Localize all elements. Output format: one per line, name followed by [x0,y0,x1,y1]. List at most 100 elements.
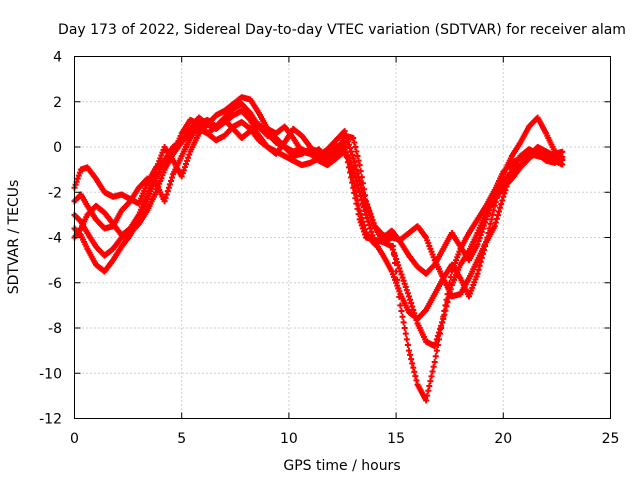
data-point [437,326,444,333]
data-point [166,181,173,188]
data-point [497,204,504,211]
data-point [429,368,436,375]
data-point [359,225,366,232]
data-point [182,160,189,167]
data-point [559,161,566,168]
data-point [476,262,483,269]
data-point [180,167,187,174]
y-tick-label: 0 [53,140,62,156]
data-point [401,325,408,331]
data-point [404,341,411,348]
data-point [366,222,373,229]
data-point [362,231,369,238]
data-point [178,173,185,180]
data-point [399,313,406,320]
x-tick-label: 5 [177,431,186,447]
data-point [400,277,407,284]
data-point [402,283,409,290]
data-point [394,259,401,266]
data-point [349,179,356,186]
data-point [350,184,357,191]
data-point [428,373,435,380]
data-point [442,307,449,314]
data-point [395,262,402,269]
data-point [352,144,359,150]
data-point [343,154,350,161]
y-tick-label: 2 [53,95,62,111]
data-point [186,151,193,158]
data-point [413,317,420,324]
data-point [475,266,482,273]
data-point [389,246,396,253]
data-point [500,193,507,200]
data-point [433,336,440,343]
data-point [367,225,374,232]
data-point [433,347,440,354]
data-point [399,274,406,281]
data-point [408,356,415,363]
data-point [354,205,361,212]
data-point [403,287,410,294]
data-point [161,198,168,205]
data-point [355,211,362,218]
chart-title: Day 173 of 2022, Sidereal Day-to-day VTE… [58,22,626,38]
data-point [432,339,439,346]
data-point [402,330,409,337]
data-point [147,182,154,189]
data-point [76,169,83,176]
data-point [388,234,395,241]
axes [74,56,611,419]
data-point [392,252,399,259]
data-point [149,175,156,182]
data-point [491,223,498,230]
data-point [354,153,361,160]
data-point [358,222,365,229]
data-point [409,303,416,310]
data-point [394,276,401,283]
series-day-5 [71,94,566,350]
data-point [184,157,191,164]
data-point [355,157,362,164]
data-point [362,192,369,199]
data-point [435,329,442,336]
data-point [366,207,373,214]
data-point [407,296,414,303]
data-point [356,189,363,196]
grid [74,56,611,419]
data-point [407,351,414,358]
data-point [162,194,169,201]
data-point [408,300,415,307]
data-point [493,215,500,222]
data-point [388,243,395,250]
data-point [368,228,375,235]
data-point [487,220,494,227]
data-point [359,180,366,187]
data-point [356,162,363,169]
data-point [355,185,362,192]
data-point [492,219,499,226]
data-point [559,148,566,155]
data-point [478,228,485,235]
data-point [441,311,448,318]
data-point [405,347,412,354]
data-point [393,255,400,262]
data-point [345,141,352,148]
data-point [432,353,439,360]
data-point [477,258,484,265]
data-point [494,212,501,219]
data-point [484,234,491,241]
x-axis-label: GPS time / hours [283,458,400,474]
data-point [412,373,419,380]
data-point [365,218,372,225]
data-point [488,216,495,223]
data-point [447,286,454,293]
data-point [431,343,438,350]
data-point [342,149,349,156]
data-point [411,368,418,375]
data-point [370,220,377,227]
data-point [360,186,367,193]
data-point [356,216,363,223]
data-point [181,164,188,171]
data-point [350,134,357,141]
data-point [396,293,403,300]
